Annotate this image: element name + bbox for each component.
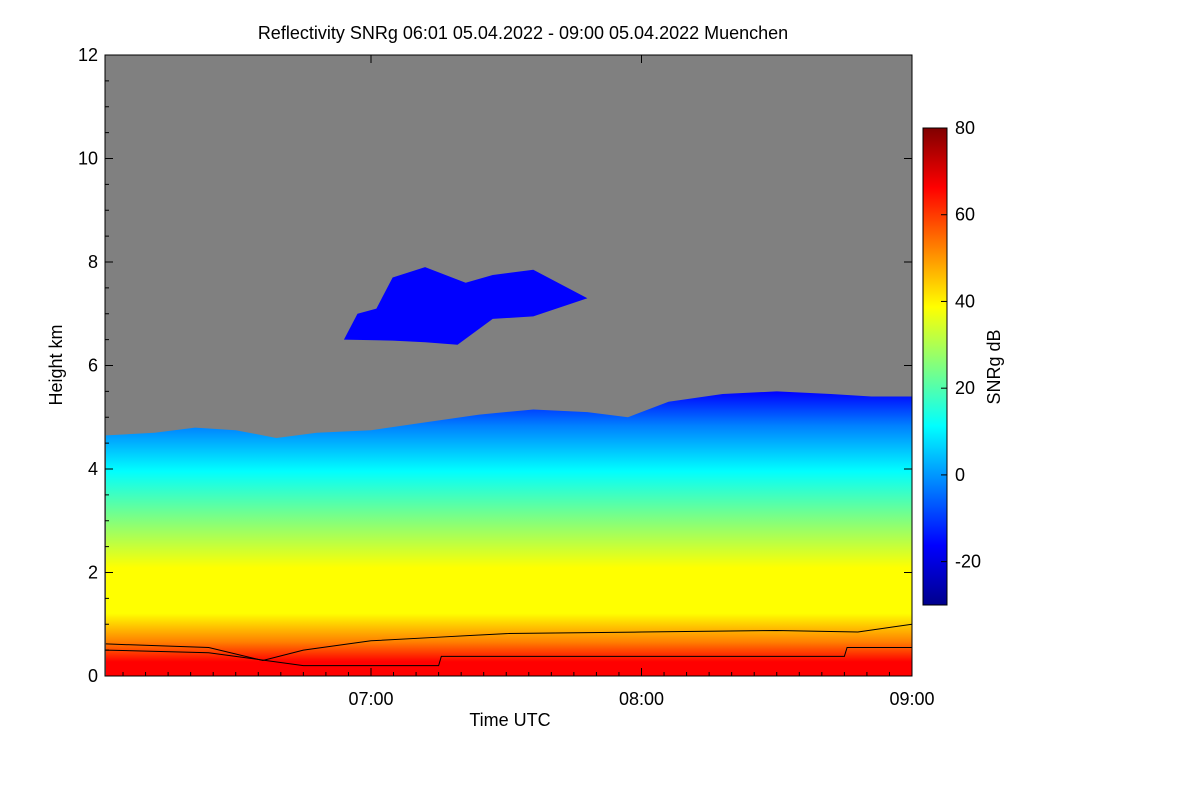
x-axis: 07:00 08:00 09:00 — [122, 55, 935, 709]
boundary-line-2 — [105, 647, 912, 667]
y-tick-label: 12 — [78, 45, 98, 65]
colorbar-label: SNRg dB — [984, 329, 1004, 404]
colorbar-ticks: -20 0 20 40 60 80 — [941, 118, 981, 572]
colorbar-tick-label: 0 — [955, 465, 965, 485]
colorbar-tick-label: 20 — [955, 378, 975, 398]
plot-area — [105, 55, 912, 676]
x-tick-label: 08:00 — [619, 689, 664, 709]
x-tick-label: 07:00 — [348, 689, 393, 709]
colorbar-tick-label: 80 — [955, 118, 975, 138]
boundary-lines — [105, 623, 912, 667]
y-tick-label: 10 — [78, 149, 98, 169]
colorbar: -20 0 20 40 60 80 SNRg dB — [922, 118, 1004, 606]
y-tick-label: 4 — [88, 459, 98, 479]
colorbar-tick-label: 60 — [955, 205, 975, 225]
y-axis-label: Height km — [46, 324, 66, 405]
chart-title: Reflectivity SNRg 06:01 05.04.2022 - 09:… — [258, 23, 788, 43]
colorbar-tick-label: 40 — [955, 291, 975, 311]
y-tick-label: 0 — [88, 666, 98, 686]
boundary-line-1 — [105, 623, 912, 661]
y-axis: 0 2 4 6 8 10 12 — [78, 45, 912, 686]
colorbar-tick-label: -20 — [955, 552, 981, 572]
upper-cloud-layer — [343, 267, 588, 345]
x-axis-label: Time UTC — [469, 710, 550, 730]
lower-cloud-layer — [105, 391, 912, 676]
y-tick-label: 8 — [88, 252, 98, 272]
x-tick-label: 09:00 — [889, 689, 934, 709]
colorbar-scale — [922, 127, 948, 606]
y-tick-label: 2 — [88, 563, 98, 583]
y-tick-label: 6 — [88, 356, 98, 376]
